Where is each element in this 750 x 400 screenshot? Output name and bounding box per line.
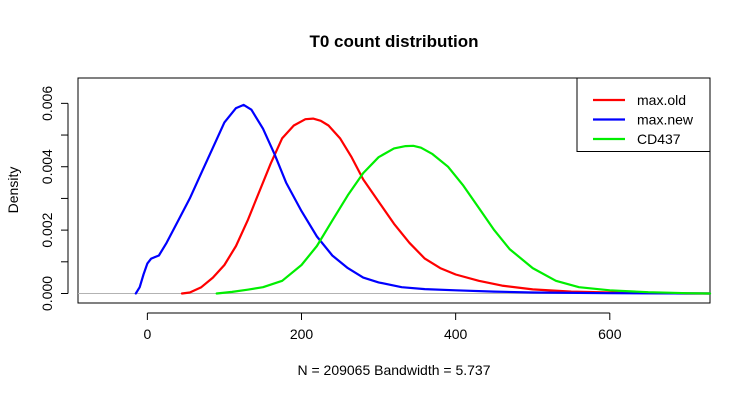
chart-title: T0 count distribution: [309, 32, 478, 51]
series-line-cd437: [215, 144, 712, 295]
x-tick-label: 600: [598, 326, 622, 342]
plot-frame: [77, 77, 711, 304]
series-line-max-old: [180, 117, 712, 295]
x-tick-label: 0: [143, 326, 151, 342]
y-tick-label: 0.004: [39, 149, 55, 184]
x-tick-label: 200: [290, 326, 314, 342]
legend-label: max.new: [637, 112, 694, 128]
y-axis: 0.000 0.002 0.004 0.006: [39, 86, 69, 311]
y-tick-label: 0.002: [39, 212, 55, 247]
y-axis-label: Density: [5, 167, 21, 214]
y-tick-label: 0.000: [39, 276, 55, 311]
y-tick-label: 0.006: [39, 86, 55, 121]
series-line-max-new: [134, 103, 712, 295]
x-axis-label: N = 209065 Bandwidth = 5.737: [297, 362, 490, 378]
legend-label: CD437: [637, 131, 681, 147]
x-tick-label: 400: [444, 326, 468, 342]
x-axis: 0 200 400 600: [143, 312, 622, 342]
series-layer: [134, 103, 712, 295]
legend: max.old max.new CD437: [576, 77, 711, 152]
legend-label: max.old: [637, 92, 686, 108]
